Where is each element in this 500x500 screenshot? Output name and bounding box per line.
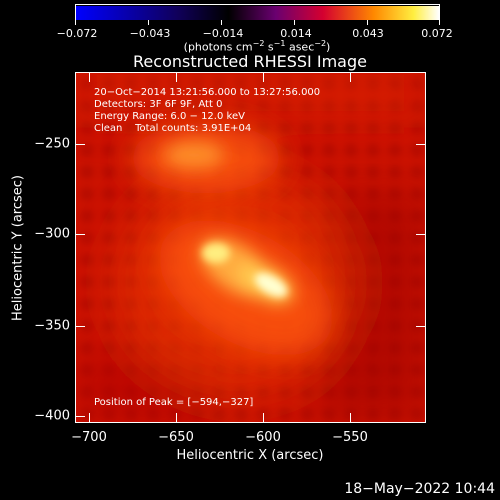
y-tick-label: −400 <box>34 408 70 424</box>
colorbar-tick-label: 0.014 <box>280 27 312 40</box>
x-tick <box>263 72 264 82</box>
colorbar-tick <box>148 20 149 25</box>
colorbar-tick-label: 0.043 <box>352 27 384 40</box>
colorbar-tick-label: 0.072 <box>421 27 453 40</box>
x-tick <box>89 72 90 82</box>
detectors-info: Detectors: 3F 6F 9F, Att 0 <box>94 99 223 110</box>
y-tick <box>416 326 426 327</box>
x-ray-intensity-map <box>76 73 425 422</box>
x-tick-label: −650 <box>158 430 194 445</box>
x-tick <box>176 413 177 423</box>
x-tick <box>176 72 177 82</box>
colorbar-tick-label: −0.043 <box>129 27 171 40</box>
y-tick <box>416 234 426 235</box>
y-tick-label: −300 <box>34 226 70 242</box>
colorbar <box>75 4 440 20</box>
x-axis-label: Heliocentric X (arcsec) <box>176 448 324 463</box>
colorbar-gradient <box>76 6 439 20</box>
x-tick <box>350 413 351 423</box>
colorbar-tick <box>367 20 368 25</box>
y-axis-label: Heliocentric Y (arcsec) <box>10 175 26 321</box>
colorbar-tick-label: −0.014 <box>202 27 244 40</box>
peak-position: Position of Peak = [−594,−327] <box>94 397 254 408</box>
rhessi-image: 20−Oct−2014 13:21:56.000 to 13:27:56.000… <box>75 72 426 423</box>
colorbar-tick <box>221 20 222 25</box>
image-title: Reconstructed RHESSI Image <box>133 52 367 71</box>
y-tick <box>75 234 85 235</box>
y-tick <box>75 416 85 417</box>
y-tick-label: −250 <box>34 136 70 152</box>
x-tick <box>263 413 264 423</box>
y-tick <box>75 326 85 327</box>
observation-time: 20−Oct−2014 13:21:56.000 to 13:27:56.000 <box>94 87 321 98</box>
y-tick <box>75 144 85 145</box>
x-tick-label: −550 <box>332 430 368 445</box>
colorbar-tick <box>75 20 76 25</box>
x-tick <box>350 72 351 82</box>
colorbar-tick <box>294 20 295 25</box>
y-tick <box>416 144 426 145</box>
x-tick-label: −700 <box>71 430 107 445</box>
x-tick-label: −600 <box>245 430 281 445</box>
colorbar-tick <box>439 20 440 25</box>
x-tick <box>89 413 90 423</box>
colorbar-unit-label: (photons cm−2 s−1 asec−2) <box>183 39 331 54</box>
energy-range: Energy Range: 6.0 − 12.0 keV <box>94 111 245 122</box>
generation-timestamp: 18−May−2022 10:44 <box>344 481 495 497</box>
y-tick-label: −350 <box>34 318 70 334</box>
clean-total-counts: Clean Total counts: 3.91E+04 <box>94 123 252 134</box>
colorbar-tick-label: −0.072 <box>56 27 98 40</box>
